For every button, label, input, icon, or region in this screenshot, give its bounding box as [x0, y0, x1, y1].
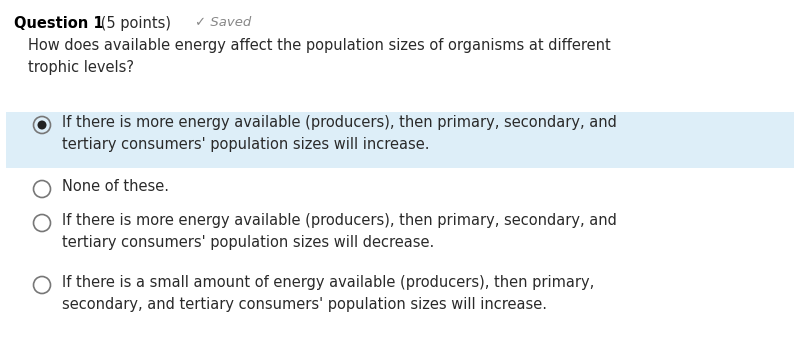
- Text: None of these.: None of these.: [62, 179, 169, 194]
- Circle shape: [38, 120, 46, 130]
- Text: Question 1: Question 1: [14, 16, 104, 31]
- Text: If there is more energy available (producers), then primary, secondary, and
tert: If there is more energy available (produ…: [62, 213, 617, 250]
- Bar: [6, 112, 794, 168]
- Text: If there is more energy available (producers), then primary, secondary, and
tert: If there is more energy available (produ…: [62, 115, 617, 152]
- Text: (5 points): (5 points): [96, 16, 171, 31]
- Text: How does available energy affect the population sizes of organisms at different
: How does available energy affect the pop…: [28, 38, 610, 75]
- Text: ✓ Saved: ✓ Saved: [195, 16, 251, 29]
- Text: If there is a small amount of energy available (producers), then primary,
second: If there is a small amount of energy ava…: [62, 275, 594, 312]
